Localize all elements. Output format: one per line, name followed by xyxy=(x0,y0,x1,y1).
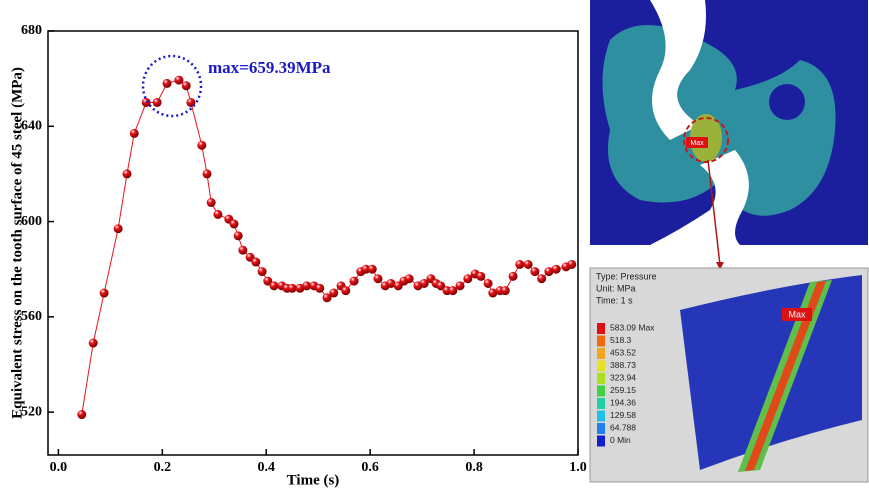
data-point xyxy=(456,281,465,290)
max-tag: Max xyxy=(788,309,806,319)
x-tick-label: 1.0 xyxy=(569,460,587,475)
legend-label: 388.73 xyxy=(610,360,636,370)
plot-frame xyxy=(48,31,578,455)
x-tick-label: 0.6 xyxy=(361,460,379,475)
max-tag: Max xyxy=(690,140,704,147)
data-point xyxy=(288,284,297,293)
data-point xyxy=(567,260,576,269)
data-point xyxy=(174,76,183,85)
figure: Max Max Type: Pressure Unit: MPa Time: 1… xyxy=(0,0,869,490)
x-tick-label: 0.0 xyxy=(50,460,68,475)
data-point xyxy=(234,231,243,240)
annotation: max=659.39MPa xyxy=(208,58,331,77)
data-point xyxy=(122,169,131,178)
legend-label: 453.52 xyxy=(610,347,636,357)
data-point xyxy=(476,272,485,281)
result-time: Time: 1 s xyxy=(596,295,633,305)
data-point xyxy=(162,79,171,88)
data-point xyxy=(537,274,546,283)
legend-label: 194.36 xyxy=(610,397,636,407)
data-point xyxy=(368,265,377,274)
data-point xyxy=(213,210,222,219)
legend-label: 64.788 xyxy=(610,422,636,432)
legend-label: 0 Min xyxy=(610,435,631,445)
data-point xyxy=(350,277,359,286)
data-point xyxy=(182,81,191,90)
legend-label: 518.3 xyxy=(610,335,632,345)
data-point xyxy=(405,274,414,283)
legend-swatch xyxy=(597,373,605,384)
legend-swatch xyxy=(597,411,605,422)
data-point xyxy=(89,339,98,348)
legend-swatch xyxy=(597,336,605,347)
data-point xyxy=(130,129,139,138)
data-point xyxy=(270,281,279,290)
x-tick-label: 0.2 xyxy=(154,460,172,475)
legend-swatch xyxy=(597,398,605,409)
legend-swatch xyxy=(597,423,605,434)
legend-swatch xyxy=(597,436,605,447)
data-point xyxy=(203,169,212,178)
legend-swatch xyxy=(597,361,605,372)
legend-label: 129.58 xyxy=(610,410,636,420)
result-unit: Unit: MPa xyxy=(596,283,636,293)
gear-hole xyxy=(769,84,805,120)
legend-swatch xyxy=(597,323,605,334)
data-point xyxy=(509,272,518,281)
x-tick-label: 0.4 xyxy=(257,460,275,475)
data-point xyxy=(153,98,162,107)
data-point xyxy=(524,260,533,269)
data-point xyxy=(238,246,247,255)
data-point xyxy=(501,286,510,295)
data-point xyxy=(197,141,206,150)
x-axis-title: Time (s) xyxy=(287,472,340,488)
data-point xyxy=(341,286,350,295)
gear-mesh-inset: Max xyxy=(590,0,868,270)
data-point xyxy=(315,284,324,293)
data-point xyxy=(530,267,539,276)
data-point xyxy=(552,265,561,274)
data-point xyxy=(515,260,524,269)
y-axis-title: Equivalent stress on the tooth surface o… xyxy=(9,67,25,419)
data-point xyxy=(207,198,216,207)
data-point xyxy=(258,267,267,276)
x-tick-label: 0.8 xyxy=(465,460,483,475)
data-point xyxy=(230,219,239,228)
legend-swatch xyxy=(597,386,605,397)
data-point xyxy=(329,289,338,298)
data-point xyxy=(251,258,260,267)
pressure-inset: Max Type: Pressure Unit: MPa Time: 1 s 5… xyxy=(590,268,868,482)
y-tick-label: 680 xyxy=(21,23,42,38)
legend-swatch xyxy=(597,348,605,359)
data-point xyxy=(114,224,123,233)
data-point xyxy=(77,410,86,419)
series-line xyxy=(82,80,572,414)
data-point xyxy=(100,289,109,298)
data-point xyxy=(484,279,493,288)
legend-label: 259.15 xyxy=(610,385,636,395)
legend-label: 323.94 xyxy=(610,372,636,382)
legend-label: 583.09 Max xyxy=(610,322,655,332)
data-point xyxy=(373,274,382,283)
result-type: Type: Pressure xyxy=(596,271,657,281)
